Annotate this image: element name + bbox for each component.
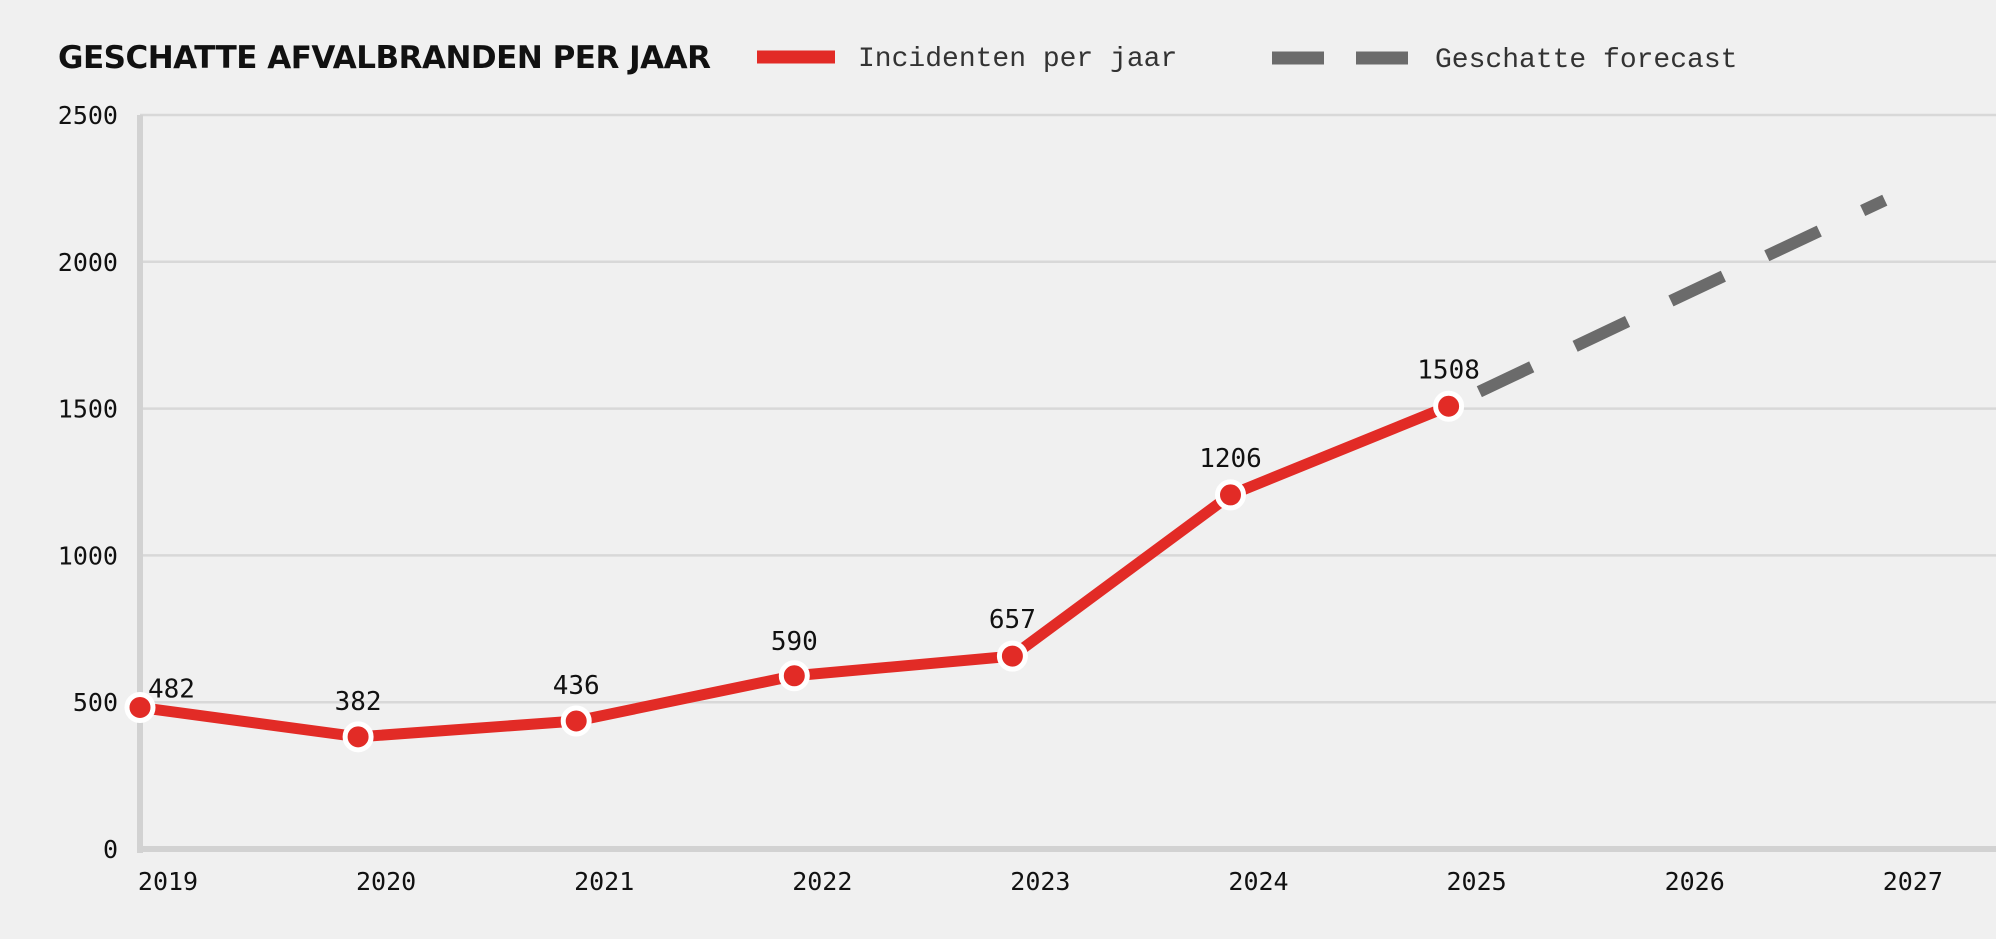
forecast-line bbox=[1446, 194, 1888, 412]
data-label: 382 bbox=[335, 687, 382, 717]
data-label: 436 bbox=[553, 671, 600, 701]
data-point bbox=[124, 691, 156, 723]
x-tick-label: 2027 bbox=[1883, 867, 1943, 896]
data-labels: 482 382 436 590 657 1206 1508 bbox=[148, 355, 1480, 717]
y-tick-label: 0 bbox=[103, 835, 118, 864]
grid-lines bbox=[140, 113, 1996, 704]
y-tick-label: 2000 bbox=[58, 248, 118, 277]
data-point bbox=[778, 660, 810, 692]
data-label: 657 bbox=[989, 605, 1036, 635]
chart-title: GESCHATTE AFVALBRANDEN PER JAAR bbox=[58, 40, 711, 76]
legend-label-forecast: Geschatte forecast bbox=[1435, 45, 1737, 76]
legend: Incidenten per jaar Geschatte forecast bbox=[757, 44, 1737, 76]
data-point bbox=[996, 640, 1028, 672]
x-axis-ticks: 2019 2020 2021 2022 2023 2024 2025 2026 2027 bbox=[138, 867, 1943, 896]
data-label: 482 bbox=[148, 674, 195, 704]
x-tick-label: 2026 bbox=[1665, 867, 1725, 896]
x-tick-label: 2020 bbox=[356, 867, 416, 896]
axes bbox=[137, 115, 1996, 853]
y-tick-label: 1000 bbox=[58, 541, 118, 570]
series-layer bbox=[124, 194, 1888, 753]
data-label: 1206 bbox=[1199, 444, 1262, 474]
x-tick-label: 2023 bbox=[1010, 867, 1070, 896]
data-point bbox=[1433, 390, 1465, 422]
data-point bbox=[1215, 479, 1246, 511]
x-tick-label: 2024 bbox=[1228, 867, 1288, 896]
data-label: 590 bbox=[771, 627, 818, 657]
y-tick-label: 1500 bbox=[58, 395, 118, 424]
data-point bbox=[342, 721, 374, 753]
data-point bbox=[560, 705, 592, 737]
y-tick-label: 500 bbox=[73, 688, 118, 717]
data-label: 1508 bbox=[1417, 355, 1480, 385]
x-tick-label: 2019 bbox=[138, 867, 198, 896]
y-tick-label: 2500 bbox=[58, 101, 118, 130]
x-tick-label: 2021 bbox=[574, 867, 634, 896]
y-axis-ticks: 0 500 1000 1500 2000 2500 bbox=[58, 101, 118, 864]
x-tick-label: 2025 bbox=[1446, 867, 1506, 896]
x-tick-label: 2022 bbox=[792, 867, 852, 896]
legend-label-actual: Incidenten per jaar bbox=[858, 44, 1177, 75]
